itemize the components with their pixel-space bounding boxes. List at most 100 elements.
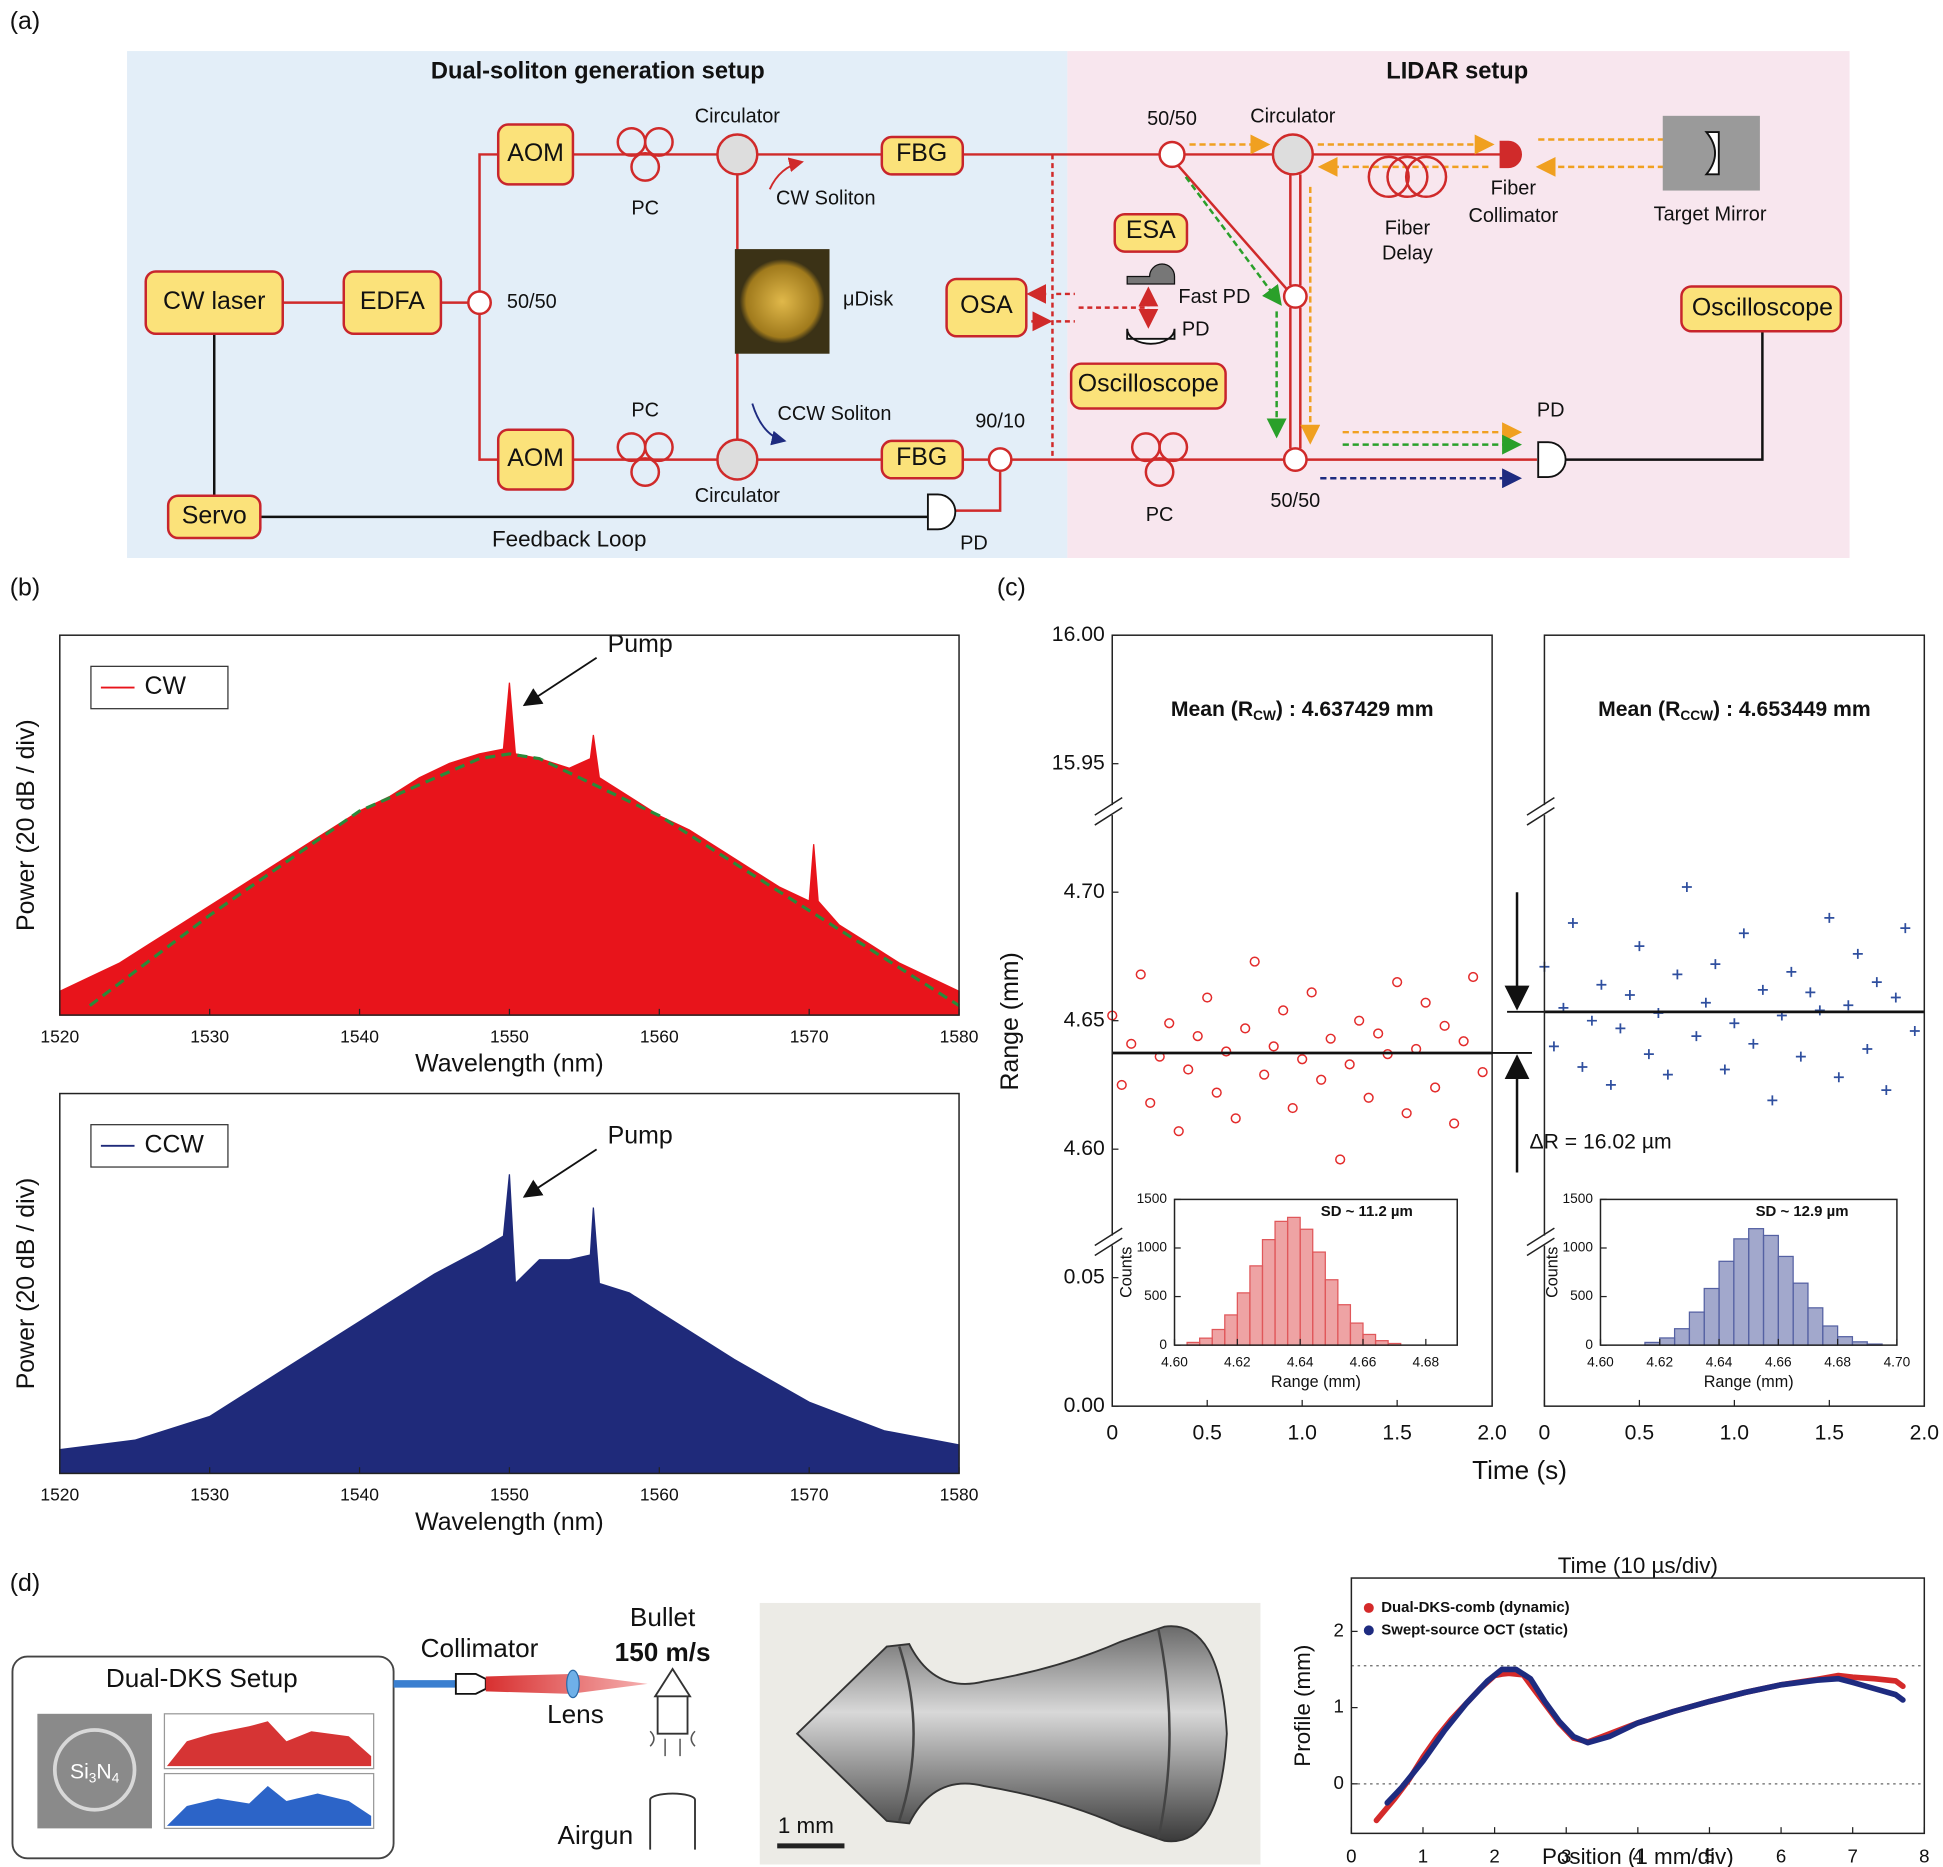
point	[1615, 1023, 1626, 1034]
legend-marker	[1363, 1625, 1374, 1636]
point	[1700, 997, 1711, 1008]
panel-label: (b)	[10, 574, 40, 602]
x-tick-label: 0.5	[1192, 1421, 1221, 1444]
histogram-bar	[1312, 1251, 1326, 1346]
point	[1862, 1043, 1873, 1054]
histogram-bar	[1792, 1282, 1809, 1346]
component-box	[496, 428, 575, 491]
axis-break	[1526, 806, 1555, 826]
histogram-bar	[1362, 1333, 1377, 1346]
histogram-bar	[1211, 1328, 1226, 1346]
x-tick-label: 7	[1847, 1846, 1857, 1867]
diagram-label: Circulator	[695, 105, 781, 127]
annotation: Pump	[608, 630, 673, 658]
y-tick-label: 500	[1570, 1288, 1593, 1303]
diagram-label: Dual-soliton generation setup	[431, 58, 765, 84]
point	[1135, 969, 1146, 980]
diagram-label: FBG	[896, 139, 947, 167]
point	[1833, 1072, 1844, 1083]
axis-break	[1094, 1227, 1123, 1247]
y-tick-label: 1	[1334, 1696, 1344, 1717]
point	[1468, 971, 1479, 983]
point	[1401, 1108, 1412, 1119]
y-tick-label: 500	[1144, 1288, 1167, 1303]
axis-break-gap	[1097, 1235, 1118, 1246]
point	[1164, 1018, 1175, 1029]
x-tick-label: 1540	[340, 1485, 379, 1505]
diagram-label: Fiber	[1491, 178, 1537, 200]
x-tick-label: 0	[1106, 1421, 1118, 1444]
x-tick-label: 1530	[190, 1026, 229, 1046]
x-tick-label: 4.66	[1765, 1355, 1792, 1370]
spectrum	[59, 682, 960, 1016]
y-tick-label: 15.95	[1052, 751, 1105, 774]
x-tick-label: 3	[1561, 1846, 1571, 1867]
point	[1126, 1038, 1137, 1049]
y-tick-label: 1000	[1137, 1240, 1168, 1255]
x-tick-label: 0.5	[1625, 1421, 1654, 1444]
y-tick-label: 4.70	[1064, 880, 1105, 903]
bullet-detail	[898, 1628, 1171, 1839]
axis-break	[1094, 1237, 1123, 1257]
x-tick-label: 4.68	[1413, 1355, 1440, 1370]
diagram-label: Fast PD	[1178, 286, 1250, 308]
mean-label-part: Mean (R	[1171, 698, 1253, 721]
diagram-label: AOM	[507, 139, 564, 167]
point	[1430, 1082, 1441, 1093]
mean-label: Mean (RCCW) : 4.653449 mm	[1598, 698, 1871, 723]
node	[1271, 133, 1315, 176]
point	[1909, 1025, 1920, 1036]
chip-label: Si3N4	[70, 1760, 120, 1785]
point	[1259, 1069, 1270, 1080]
chart-title: Time (10 µs/div)	[1558, 1553, 1718, 1578]
x-tick-label: 1570	[790, 1026, 829, 1046]
y-tick-label: 4.60	[1064, 1137, 1105, 1160]
polarization-controller	[1144, 457, 1175, 487]
point	[1748, 1038, 1759, 1049]
label: Lens	[547, 1699, 604, 1729]
plot-frame	[1599, 1198, 1898, 1346]
point	[1192, 1030, 1203, 1042]
y-tick-label: 0.05	[1064, 1265, 1105, 1288]
diagram-label: FBG	[896, 443, 947, 471]
diagram-label: CW Soliton	[776, 188, 876, 210]
x-tick-label: 1550	[490, 1485, 529, 1505]
node	[467, 290, 492, 316]
point	[1624, 990, 1635, 1000]
x-tick-label: 6	[1776, 1846, 1786, 1867]
point	[1577, 1061, 1588, 1072]
point	[1240, 1023, 1251, 1034]
x-tick-label: 1560	[640, 1485, 679, 1505]
scale-label: 1 mm	[778, 1813, 834, 1838]
point	[1287, 1102, 1298, 1114]
x-tick-label: 1.0	[1287, 1421, 1316, 1444]
shape	[1563, 331, 1764, 461]
y-tick-label: 0	[1585, 1337, 1593, 1352]
mean-label-part: CCW	[1680, 708, 1713, 723]
diagram-label: Target Mirror	[1654, 204, 1767, 226]
label: Airgun	[558, 1820, 634, 1850]
x-axis-label: Wavelength (nm)	[415, 1049, 604, 1077]
point	[1814, 1005, 1825, 1016]
polarization-controller	[643, 432, 674, 463]
plot-frame	[1173, 1198, 1458, 1346]
diagram-label: CCW Soliton	[778, 403, 892, 425]
x-tick-label: 4.66	[1350, 1355, 1377, 1370]
diagram-label: Collimator	[1468, 205, 1558, 227]
node	[716, 133, 759, 176]
y-axis-label: Counts	[1117, 1247, 1135, 1298]
point	[1786, 966, 1797, 977]
point	[1890, 992, 1901, 1003]
histogram-bar	[1199, 1337, 1213, 1346]
diagram-label: Servo	[182, 501, 247, 529]
point	[1439, 1020, 1450, 1031]
point	[1335, 1154, 1346, 1165]
point	[1116, 1079, 1127, 1091]
point	[1586, 1015, 1597, 1026]
x-tick-label: 2	[1489, 1846, 1499, 1867]
x-tick-label: 2.0	[1910, 1421, 1939, 1444]
histogram-bar	[1673, 1328, 1691, 1346]
axis-break	[1094, 806, 1123, 826]
fiber-delay	[1404, 155, 1448, 199]
point	[1805, 987, 1816, 998]
